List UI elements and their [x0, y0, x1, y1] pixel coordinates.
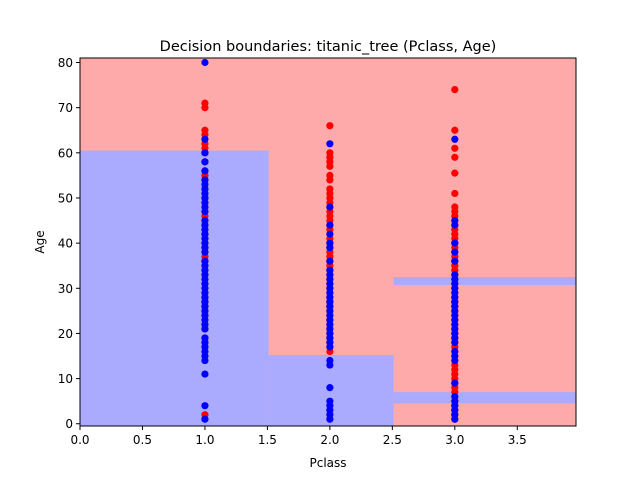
point-blue-2 — [201, 149, 209, 157]
x-tick-label: 2.5 — [383, 433, 402, 447]
point-blue-47 — [326, 203, 334, 211]
point-blue-44 — [201, 402, 209, 410]
point-blue-1 — [201, 135, 209, 143]
point-red-79 — [451, 86, 459, 94]
point-blue-73 — [326, 384, 334, 392]
y-tick-label: 10 — [58, 372, 73, 386]
point-blue-43 — [201, 370, 209, 378]
point-blue-51 — [326, 244, 334, 252]
y-tick-label: 40 — [58, 237, 73, 251]
x-tick-label: 2.0 — [320, 433, 339, 447]
point-blue-104 — [451, 379, 459, 387]
point-blue-70 — [326, 343, 334, 351]
x-tick-label: 3.5 — [508, 433, 527, 447]
x-tick-label: 3.0 — [445, 433, 464, 447]
point-blue-83 — [451, 248, 459, 256]
x-axis: 0.0 0.5 1.0 1.5 2.0 2.5 3.0 3.5 — [70, 426, 527, 447]
point-red-80 — [451, 126, 459, 134]
point-red-42 — [326, 176, 334, 184]
point-blue-36 — [201, 325, 209, 333]
x-tick-label: 0.5 — [133, 433, 152, 447]
point-red-81 — [451, 144, 459, 152]
plot-frame — [79, 57, 577, 427]
y-axis-label: Age — [33, 230, 47, 253]
x-tick-label: 1.5 — [258, 433, 277, 447]
point-blue-52 — [326, 257, 334, 265]
y-tick-label: 30 — [58, 282, 73, 296]
point-blue-81 — [451, 221, 459, 229]
point-blue-82 — [451, 239, 459, 247]
point-red-1 — [201, 104, 209, 112]
point-red-36 — [326, 122, 334, 130]
region-blue-1 — [80, 150, 269, 426]
point-blue-79 — [451, 135, 459, 143]
point-blue-0 — [201, 58, 209, 67]
point-blue-103 — [451, 356, 459, 365]
point-blue-4 — [201, 167, 209, 175]
x-tick-label: 1.0 — [195, 433, 214, 447]
point-blue-72 — [326, 361, 334, 369]
point-red-83 — [451, 169, 459, 177]
point-red-84 — [451, 189, 459, 198]
point-blue-100 — [451, 338, 459, 347]
y-axis: 0 10 20 30 40 50 60 70 80 — [58, 56, 80, 431]
data-points — [201, 58, 459, 423]
point-blue-12 — [201, 207, 209, 216]
point-blue-78 — [326, 415, 334, 423]
region-blue-3 — [393, 276, 576, 285]
x-axis-label: Pclass — [309, 456, 346, 470]
y-tick-label: 20 — [58, 327, 73, 341]
point-red-40 — [326, 162, 334, 170]
point-blue-46 — [326, 140, 334, 148]
point-blue-84 — [451, 257, 459, 265]
point-blue-45 — [201, 415, 209, 423]
point-blue-42 — [201, 356, 209, 365]
point-blue-49 — [326, 230, 334, 238]
chart-title: Decision boundaries: titanic_tree (Pclas… — [160, 39, 497, 55]
y-tick-label: 60 — [58, 146, 73, 160]
point-blue-20 — [201, 248, 209, 256]
point-red-82 — [451, 153, 459, 161]
x-tick-label: 0.0 — [70, 433, 89, 447]
point-blue-48 — [326, 221, 334, 229]
y-tick-label: 70 — [58, 101, 73, 115]
region-blue-4 — [393, 392, 576, 404]
y-tick-label: 80 — [58, 56, 73, 70]
y-tick-label: 50 — [58, 191, 73, 205]
point-blue-110 — [451, 415, 459, 423]
y-tick-label: 0 — [65, 417, 73, 431]
point-blue-3 — [201, 158, 209, 166]
